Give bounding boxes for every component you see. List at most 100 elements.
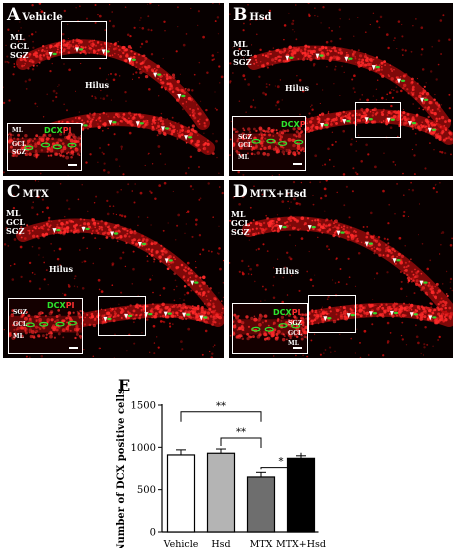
stain-pi: PI — [62, 126, 72, 135]
dentate-gyrus-texture — [229, 3, 453, 176]
label-ml: ML — [10, 32, 25, 42]
inset-texture — [9, 309, 82, 340]
arrowhead-marker — [48, 52, 53, 57]
label-gcl: GCL — [10, 41, 29, 51]
arrowhead-marker — [163, 311, 168, 317]
stain-legend: DCXPI — [47, 301, 75, 310]
dcx-cell — [24, 145, 34, 151]
arrowhead-marker — [364, 241, 369, 247]
roi-box — [98, 296, 146, 336]
arrowhead-marker — [409, 312, 414, 318]
dcx-cell — [291, 323, 301, 329]
dcx-cell — [264, 326, 274, 332]
bar-chart: E 0 500 1000 1500 Number of DCX positive cel… — [116, 376, 326, 552]
inset-label: GCL — [12, 141, 27, 148]
arrowhead-marker — [427, 127, 432, 133]
label-gcl: GCL — [231, 218, 250, 228]
y-tick-label: 1500 — [131, 401, 156, 412]
panel-condition: Hsd — [249, 12, 272, 23]
stain-pi: PI — [299, 120, 306, 129]
arrowhead-marker — [52, 228, 57, 234]
dcx-cell — [251, 138, 261, 144]
scale-bar — [69, 347, 78, 349]
layer-labels: ML GCL SGZ — [231, 210, 250, 237]
arrowhead-marker — [389, 310, 394, 316]
significance-label: * — [279, 457, 284, 468]
panel-condition: MTX — [22, 189, 49, 200]
inset-label: SGZ — [238, 134, 252, 141]
arrowhead-marker — [278, 225, 283, 231]
x-tick-label: MTX+Hsd — [276, 539, 326, 548]
panel-label-b: B Hsd — [233, 5, 271, 25]
arrowhead-marker — [177, 94, 182, 99]
arrowhead-marker — [386, 117, 391, 123]
inset-layer-labels: ML GCL SGZ — [12, 127, 26, 157]
label-sgz: SGZ — [10, 50, 29, 60]
scale-bar — [293, 163, 302, 165]
inset-label: GCL — [238, 142, 253, 149]
y-tick-label: 500 — [137, 485, 156, 496]
panel-label-a: A Vehicle — [7, 5, 63, 25]
dcx-cell — [294, 139, 304, 145]
dcx-cell — [55, 321, 65, 327]
x-tick-label: Vehicle — [163, 539, 199, 548]
layer-labels: ML GCL SGZ — [233, 40, 252, 67]
arrowhead-marker — [346, 313, 351, 319]
arrowhead-marker — [368, 311, 373, 317]
arrowhead-marker — [320, 123, 325, 128]
arrowhead-marker — [323, 316, 328, 322]
layer-labels: ML GCL SGZ — [6, 209, 25, 236]
inset-texture — [233, 126, 305, 157]
micrograph-panel-c: C MTX ML GCL SGZ Hilus SGZ GCL ML DCXPI — [3, 180, 224, 358]
inset-label: GCL — [13, 321, 28, 328]
arrowhead-marker — [407, 121, 412, 127]
arrowhead-marker — [336, 230, 341, 236]
stain-legend: DCXPI — [281, 120, 306, 129]
micrograph-panel-d: D MTX+Hsd ML GCL SGZ Hilus SGZ GCL ML DCX… — [229, 180, 453, 358]
panel-letter: B — [233, 5, 248, 25]
stain-pi: PI — [291, 308, 301, 317]
inset-texture — [233, 313, 307, 342]
x-tick-label: Hsd — [211, 539, 230, 548]
label-hilus: Hilus — [85, 80, 109, 90]
label-ml: ML — [6, 208, 21, 218]
roi-box — [308, 295, 356, 333]
dcx-cell — [266, 138, 276, 144]
inset-layer-labels: SGZ GCL ML — [238, 134, 252, 162]
panel-condition: MTX+Hsd — [249, 189, 307, 200]
panel-letter: D — [233, 182, 248, 202]
stain-pi: PI — [65, 301, 75, 310]
arrowhead-marker — [419, 280, 424, 286]
roi-box — [61, 21, 107, 59]
inset-label: SGZ — [13, 309, 27, 316]
inset-magnified: SGZ GCL ML DCXPI — [232, 116, 306, 171]
bar-vehicle — [166, 454, 196, 533]
stain-legend: DCXPI — [273, 308, 301, 317]
inset-label: ML — [238, 154, 249, 161]
arrowhead-marker — [344, 56, 349, 62]
arrowhead-marker — [110, 231, 115, 237]
dcx-cell — [67, 142, 77, 148]
inset-label: ML — [13, 333, 24, 340]
stain-dcx: DCX — [44, 126, 63, 135]
dcx-cell — [277, 141, 288, 146]
significance-bracket — [260, 452, 302, 470]
significance-bracket — [180, 411, 262, 422]
arrowhead-marker — [153, 72, 158, 78]
dcx-cell — [40, 142, 51, 148]
arrowhead-marker — [137, 242, 142, 247]
stain-dcx: DCX — [47, 301, 66, 310]
label-ml: ML — [231, 209, 246, 219]
y-tick-label: 1000 — [131, 443, 156, 454]
arrowhead-marker — [135, 121, 140, 127]
significance-label: ** — [236, 427, 246, 438]
arrowhead-marker — [285, 55, 290, 61]
panel-letter: A — [7, 5, 21, 25]
label-gcl: GCL — [233, 48, 252, 58]
roi-box — [355, 102, 401, 138]
stain-dcx: DCX — [273, 308, 292, 317]
arrowhead-marker — [161, 126, 165, 132]
arrowhead-marker — [101, 49, 106, 55]
arrowhead-marker — [315, 53, 320, 59]
dcx-cell — [251, 326, 261, 332]
